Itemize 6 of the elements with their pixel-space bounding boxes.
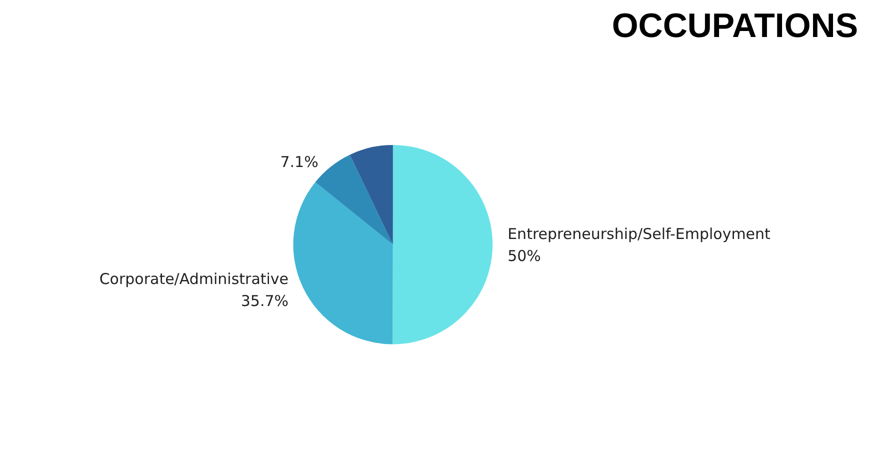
data-label: 35.7% [240,292,289,310]
slice-label: Corporate/Administrative [99,270,289,288]
slice-label: Entrepreneurship/Self-Employment [508,224,771,243]
data-label: 7.1% [280,152,318,171]
chart-title: OCCUPATIONS [612,7,858,45]
data-label: 50% [508,246,541,265]
